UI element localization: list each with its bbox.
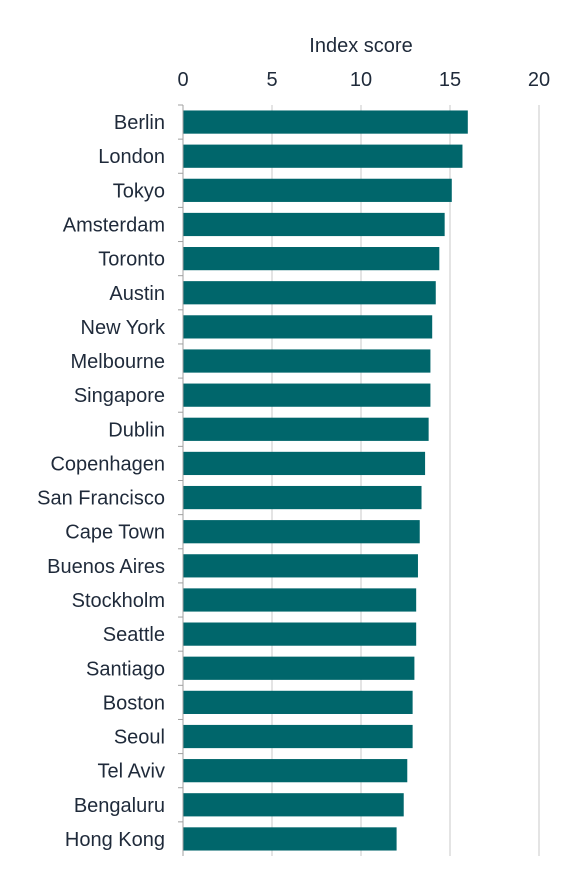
bar-buenos-aires bbox=[183, 554, 418, 578]
category-label-hong-kong: Hong Kong bbox=[65, 829, 165, 851]
category-label-melbourne: Melbourne bbox=[70, 351, 165, 373]
bar-seoul bbox=[183, 724, 413, 749]
category-label-santiago: Santiago bbox=[86, 658, 165, 680]
x-tick-label-0: 0 bbox=[177, 69, 188, 91]
category-label-tokyo: Tokyo bbox=[113, 180, 165, 202]
category-label-singapore: Singapore bbox=[74, 385, 165, 407]
category-label-london: London bbox=[98, 146, 165, 168]
bar-tel-aviv bbox=[183, 759, 408, 783]
category-label-buenos-aires: Buenos Aires bbox=[47, 556, 165, 578]
bar-austin bbox=[183, 281, 436, 305]
bar-dublin bbox=[183, 417, 429, 441]
category-label-stockholm: Stockholm bbox=[72, 590, 165, 612]
category-label-copenhagen: Copenhagen bbox=[50, 453, 165, 475]
category-label-berlin: Berlin bbox=[114, 112, 165, 134]
bar-london bbox=[183, 144, 463, 168]
bar-bengaluru bbox=[183, 793, 404, 817]
category-label-bengaluru: Bengaluru bbox=[74, 795, 165, 817]
bar-stockholm bbox=[183, 588, 417, 612]
bar-boston bbox=[183, 690, 413, 714]
category-label-tel-aviv: Tel Aviv bbox=[98, 761, 165, 783]
bar-san-francisco bbox=[183, 485, 422, 510]
category-label-boston: Boston bbox=[103, 692, 165, 714]
x-tick-label-10: 10 bbox=[350, 69, 372, 91]
category-label-austin: Austin bbox=[109, 283, 165, 305]
category-label-new-york: New York bbox=[81, 317, 166, 339]
bar-berlin bbox=[183, 110, 468, 134]
category-labels: Berlin London Tokyo Amsterdam Toronto Austin N… bbox=[37, 104, 183, 851]
category-label-amsterdam: Amsterdam bbox=[63, 214, 165, 236]
bar-tokyo bbox=[183, 178, 452, 202]
category-label-dublin: Dublin bbox=[108, 419, 165, 441]
category-label-san-francisco: San Francisco bbox=[37, 488, 165, 510]
x-tick-label-20: 20 bbox=[528, 69, 550, 91]
category-label-cape-town: Cape Town bbox=[65, 522, 165, 544]
x-tick-label-15: 15 bbox=[439, 69, 461, 91]
bar-singapore bbox=[183, 383, 431, 407]
x-axis-title: Index score bbox=[309, 35, 412, 57]
category-label-seattle: Seattle bbox=[103, 624, 165, 646]
bar-cape-town bbox=[183, 520, 420, 544]
x-axis-ticks: 0 5 10 15 20 bbox=[177, 69, 550, 91]
category-label-seoul: Seoul bbox=[114, 727, 165, 749]
bar-amsterdam bbox=[183, 212, 445, 237]
bar-hong-kong bbox=[183, 827, 397, 851]
bar-melbourne bbox=[183, 349, 431, 373]
bar-toronto bbox=[183, 247, 440, 271]
bar-santiago bbox=[183, 656, 415, 680]
x-tick-label-5: 5 bbox=[266, 69, 277, 91]
bar-copenhagen bbox=[183, 451, 426, 476]
bars bbox=[183, 110, 468, 851]
bar-seattle bbox=[183, 622, 417, 646]
category-label-toronto: Toronto bbox=[98, 249, 165, 271]
bar-new-york bbox=[183, 315, 433, 339]
